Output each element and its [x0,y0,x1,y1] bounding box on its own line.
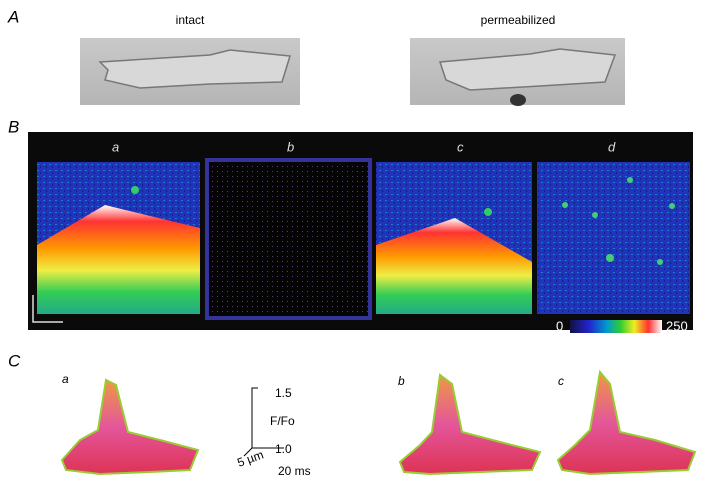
subpanel-label: c [457,139,464,154]
panel-label: B [8,117,19,136]
linescan-c [376,162,532,314]
scale-axis: F/Fo [270,414,295,428]
caption: permeabilized [481,13,556,27]
surface-plot-a [60,378,200,476]
subpanel-label: b [287,139,294,154]
panel-label: C [8,351,21,370]
surface-plot-c [556,369,697,476]
linescan-b [205,158,372,320]
scale-x: 5 µm [235,447,265,469]
subpanel-label: a [112,139,119,154]
panel-label: A [7,7,19,26]
linescan-d [537,162,690,314]
scale-bottom: 1.0 [275,442,292,456]
linescan-a [37,162,200,314]
caption: intact [176,13,205,27]
subpanel-label: c [558,374,564,388]
cell [98,49,291,89]
colorbar-min: 0 [556,318,563,333]
colorbar [570,320,662,333]
subpanel-label: b [398,374,405,388]
subpanel-label: d [608,139,616,154]
colorbar-max: 250 [666,318,688,333]
cell [438,48,617,91]
scale-t: 20 ms [278,464,311,478]
scale-top: 1.5 [275,386,292,400]
subpanel-label: a [62,372,69,386]
shadow [510,94,526,106]
surface-plot-b [398,373,542,476]
scale-bar [32,295,63,323]
scale-axes [243,387,284,457]
